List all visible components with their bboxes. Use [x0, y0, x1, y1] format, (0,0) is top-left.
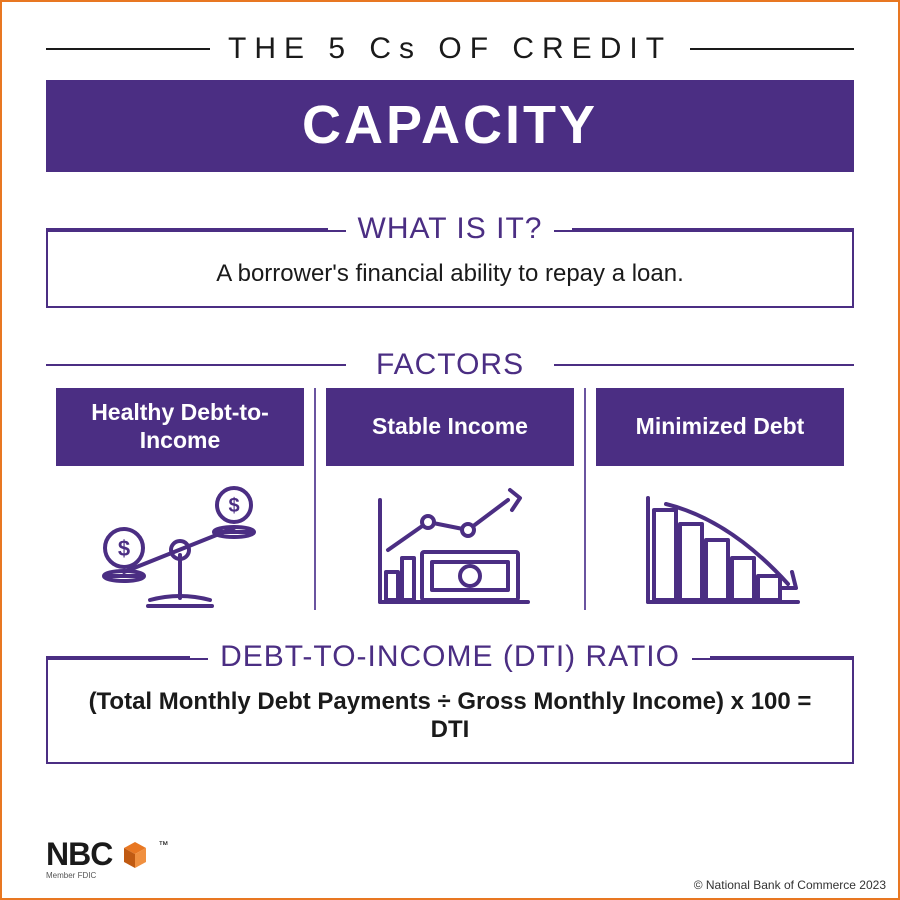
- factors-row: Healthy Debt-to-Income: [46, 388, 854, 610]
- rule: [46, 656, 190, 658]
- rule: [710, 656, 854, 658]
- dti-label-row: DEBT-TO-INCOME (DTI) RATIO: [46, 640, 854, 674]
- factor-label: Minimized Debt: [596, 388, 844, 466]
- factor-healthy-dti: Healthy Debt-to-Income: [46, 388, 314, 610]
- copyright-text: © National Bank of Commerce 2023: [694, 878, 886, 892]
- rule-left: [46, 48, 210, 50]
- title-banner: CAPACITY: [46, 80, 854, 172]
- dti-section: DEBT-TO-INCOME (DTI) RATIO (Total Monthl…: [46, 640, 854, 764]
- declining-bars-icon: [630, 480, 810, 610]
- what-is-it-section: WHAT IS IT? A borrower's financial abili…: [46, 212, 854, 308]
- what-is-it-body: A borrower's financial ability to repay …: [68, 260, 832, 288]
- logo-fdic: Member FDIC: [46, 871, 96, 880]
- factor-stable-income: Stable Income: [314, 388, 584, 610]
- rule: [554, 364, 854, 366]
- factors-label: FACTORS: [364, 348, 536, 382]
- factors-section: FACTORS Healthy Debt-to-Income: [46, 348, 854, 610]
- factor-minimized-debt: Minimized Debt: [584, 388, 854, 610]
- rule: [572, 228, 854, 230]
- rule: [46, 364, 346, 366]
- rule: [46, 228, 328, 230]
- svg-text:$: $: [228, 495, 239, 517]
- logo-text: NBC: [46, 836, 112, 873]
- rule-right: [690, 48, 854, 50]
- logo-area: NBC ™ Member FDIC: [46, 836, 168, 880]
- factor-label: Stable Income: [326, 388, 574, 466]
- factor-label: Healthy Debt-to-Income: [56, 388, 304, 466]
- logo-cube-icon: [118, 840, 152, 870]
- growth-money-icon: [360, 480, 540, 610]
- dti-formula: (Total Monthly Debt Payments ÷ Gross Mon…: [68, 688, 832, 744]
- logo-row: NBC ™: [46, 836, 168, 873]
- logo-tm: ™: [158, 840, 168, 851]
- scale-icon: $ $: [90, 480, 270, 610]
- overline-row: THE 5 Cs OF CREDIT: [46, 32, 854, 66]
- infographic-container: THE 5 Cs OF CREDIT CAPACITY WHAT IS IT? …: [0, 0, 900, 900]
- factors-label-row: FACTORS: [46, 348, 854, 382]
- what-is-it-label-row: WHAT IS IT?: [46, 212, 854, 246]
- what-is-it-label: WHAT IS IT?: [346, 212, 555, 246]
- dti-label: DEBT-TO-INCOME (DTI) RATIO: [208, 640, 692, 674]
- svg-text:$: $: [118, 536, 130, 561]
- title-text: CAPACITY: [302, 95, 598, 155]
- overline-text: THE 5 Cs OF CREDIT: [228, 32, 672, 66]
